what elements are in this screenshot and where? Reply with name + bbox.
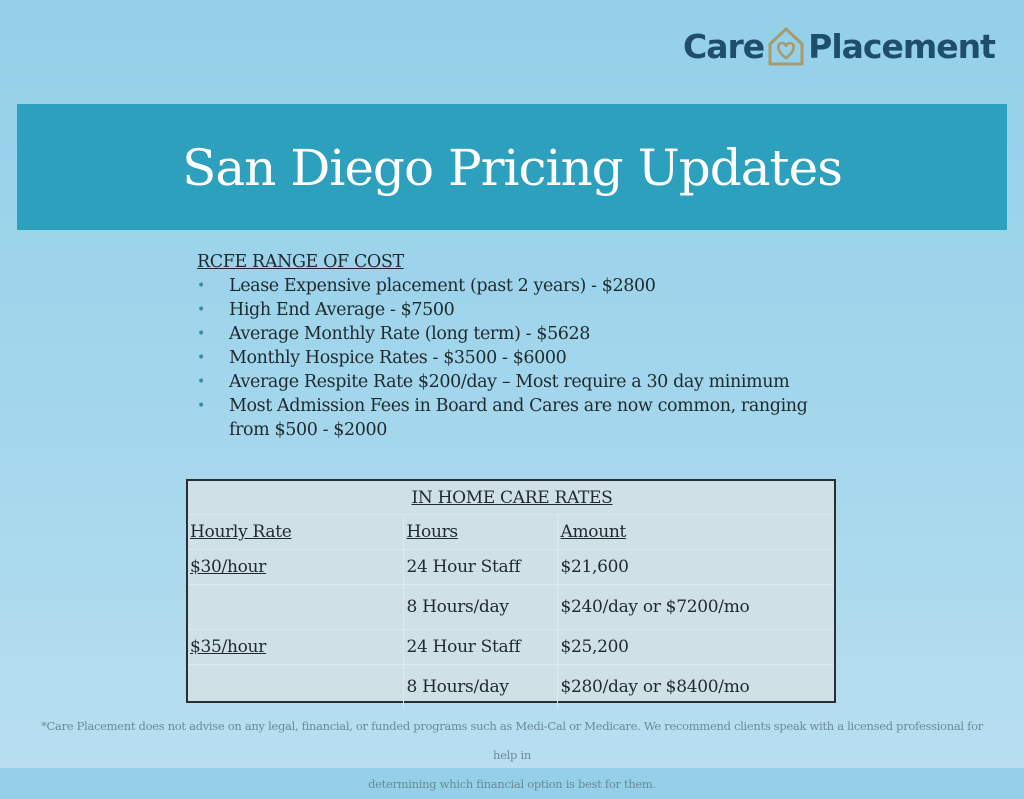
table-row: $30/hour 24 Hour Staff $21,600 xyxy=(188,549,834,585)
hours-cell: 24 Hour Staff xyxy=(402,629,557,665)
table-title: IN HOME CARE RATES xyxy=(188,481,834,515)
column-header-hourly-rate: Hourly Rate xyxy=(188,514,403,550)
hourly-rate-cell xyxy=(188,584,403,630)
list-item: • High End Average - $7500 xyxy=(197,300,455,320)
list-item: • Most Admission Fees in Board and Cares … xyxy=(197,396,808,440)
disclaimer-line-2: determining which financial option is be… xyxy=(368,777,656,791)
in-home-care-rates-table: IN HOME CARE RATES Hourly Rate Hours Amo… xyxy=(186,479,836,708)
table-row: $35/hour 24 Hour Staff $25,200 xyxy=(188,629,834,665)
bullet-icon: • xyxy=(197,374,205,390)
hourly-rate-cell: $30/hour xyxy=(188,549,403,585)
column-header-amount: Amount xyxy=(556,514,834,550)
column-header-hours: Hours xyxy=(402,514,557,550)
bullet-icon: • xyxy=(197,278,205,294)
bullet-icon: • xyxy=(197,350,205,366)
disclaimer-line-1: *Care Placement does not advise on any l… xyxy=(41,719,983,762)
list-item: • Lease Expensive placement (past 2 years… xyxy=(197,276,656,296)
hourly-rate-cell: $35/hour xyxy=(188,629,403,665)
house-heart-icon xyxy=(768,27,804,66)
list-item: • Monthly Hospice Rates - $3500 - $6000 xyxy=(197,348,567,368)
amount-cell: $240/day or $7200/mo xyxy=(556,584,834,630)
amount-cell: $280/day or $8400/mo xyxy=(556,664,834,708)
bullet-icon: • xyxy=(197,398,205,414)
table-row: 8 Hours/day $240/day or $7200/mo xyxy=(188,584,834,630)
bullet-icon: • xyxy=(197,326,205,342)
rcfe-heading: RCFE RANGE OF COST xyxy=(197,252,404,272)
title-banner: San Diego Pricing Updates xyxy=(17,104,1007,230)
care-placement-logo: Care Placement xyxy=(683,22,996,70)
logo-text-placement: Placement xyxy=(808,26,996,66)
table-header-row: Hourly Rate Hours Amount xyxy=(188,514,834,550)
table-title-row: IN HOME CARE RATES xyxy=(188,481,834,515)
table-row: 8 Hours/day $280/day or $8400/mo xyxy=(188,664,834,709)
logo-text-care: Care xyxy=(683,26,765,66)
list-item: • Average Respite Rate $200/day – Most re… xyxy=(197,372,790,392)
hourly-rate-cell xyxy=(188,665,403,709)
hours-cell: 8 Hours/day xyxy=(402,664,557,708)
list-item: • Average Monthly Rate (long term) - $562… xyxy=(197,324,591,344)
rcfe-list: • Lease Expensive placement (past 2 years… xyxy=(197,274,837,442)
amount-cell: $25,200 xyxy=(556,629,834,665)
bullet-icon: • xyxy=(197,302,205,318)
rcfe-cost-section: RCFE RANGE OF COST • Lease Expensive plac… xyxy=(197,250,837,442)
hours-cell: 8 Hours/day xyxy=(402,584,557,630)
disclaimer: *Care Placement does not advise on any l… xyxy=(40,712,984,799)
page-title: San Diego Pricing Updates xyxy=(182,139,843,197)
hours-cell: 24 Hour Staff xyxy=(402,549,557,585)
amount-cell: $21,600 xyxy=(556,549,834,585)
